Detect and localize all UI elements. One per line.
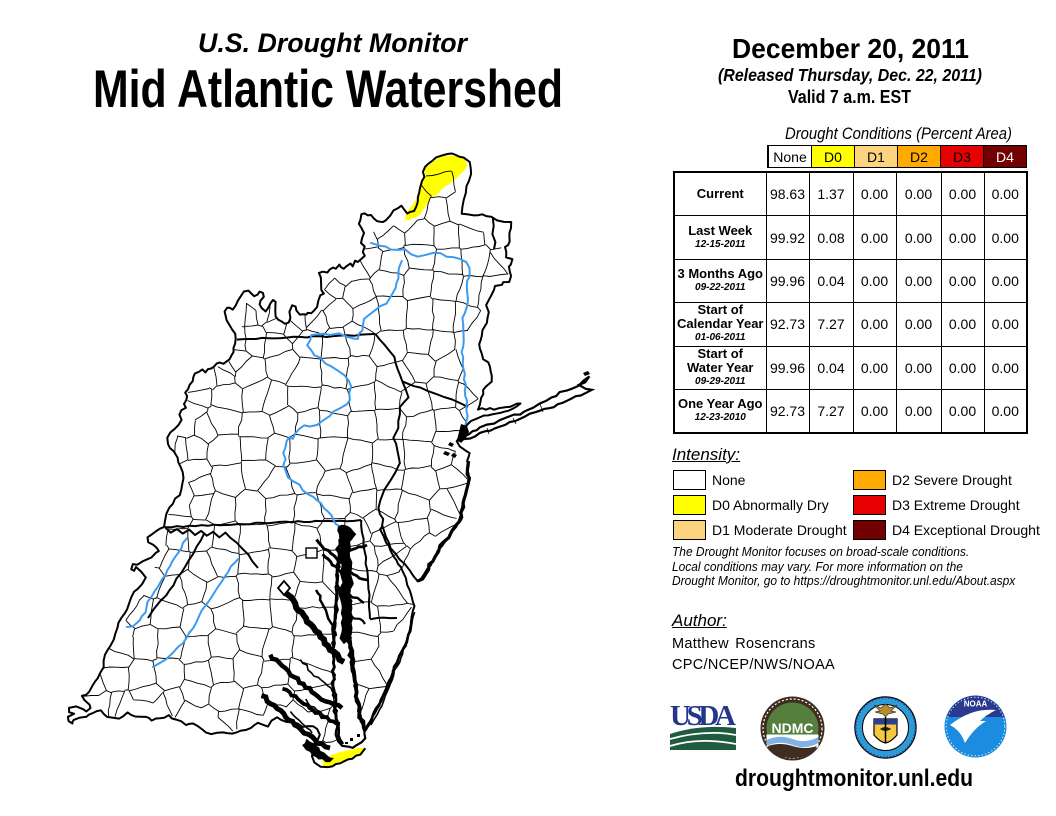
svg-text:Drought Conditions (Percent Ar: Drought Conditions (Percent Area) [785, 124, 1012, 143]
svg-text:droughtmonitor.unl.edu: droughtmonitor.unl.edu [735, 765, 973, 792]
svg-text:Mid Atlantic Watershed: Mid Atlantic Watershed [93, 60, 563, 119]
svg-text:U.S. Drought Monitor: U.S. Drought Monitor [198, 28, 469, 58]
svg-text:December 20, 2011: December 20, 2011 [732, 33, 969, 64]
svg-text:(Released Thursday, Dec. 22, 2: (Released Thursday, Dec. 22, 2011) [718, 65, 982, 85]
svg-text:NDMC: NDMC [772, 720, 814, 736]
svg-text:Valid 7 a.m. EST: Valid 7 a.m. EST [788, 87, 911, 107]
svg-text:NOAA: NOAA [964, 700, 988, 709]
svg-text:USDA: USDA [670, 702, 736, 732]
